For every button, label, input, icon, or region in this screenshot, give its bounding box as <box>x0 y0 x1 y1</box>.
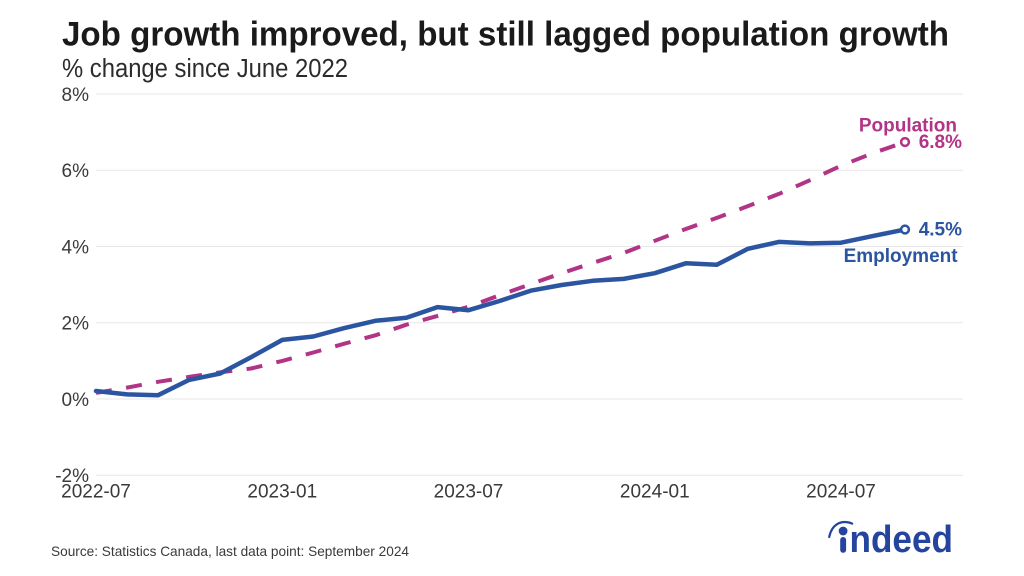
svg-text:% change since June 2022: % change since June 2022 <box>62 55 348 83</box>
svg-text:-2%: -2% <box>55 466 89 487</box>
svg-text:2023-07: 2023-07 <box>434 482 504 503</box>
svg-text:Employment: Employment <box>844 246 959 267</box>
svg-text:Source: Statistics Canada, las: Source: Statistics Canada, last data poi… <box>51 544 409 559</box>
svg-text:2023-01: 2023-01 <box>247 482 317 503</box>
svg-text:ndeed: ndeed <box>850 519 954 561</box>
svg-text:4.5%: 4.5% <box>919 220 962 241</box>
svg-text:4%: 4% <box>62 237 90 258</box>
svg-text:8%: 8% <box>62 85 90 106</box>
svg-text:0%: 0% <box>62 390 90 411</box>
svg-text:Population: Population <box>859 116 957 137</box>
svg-text:Job growth improved, but still: Job growth improved, but still lagged po… <box>62 16 949 54</box>
svg-text:2024-01: 2024-01 <box>620 482 690 503</box>
svg-text:6.8%: 6.8% <box>919 132 962 153</box>
svg-text:2022-07: 2022-07 <box>61 482 131 503</box>
svg-text:2%: 2% <box>62 314 90 335</box>
svg-text:2024-07: 2024-07 <box>806 482 876 503</box>
svg-text:6%: 6% <box>62 161 90 182</box>
